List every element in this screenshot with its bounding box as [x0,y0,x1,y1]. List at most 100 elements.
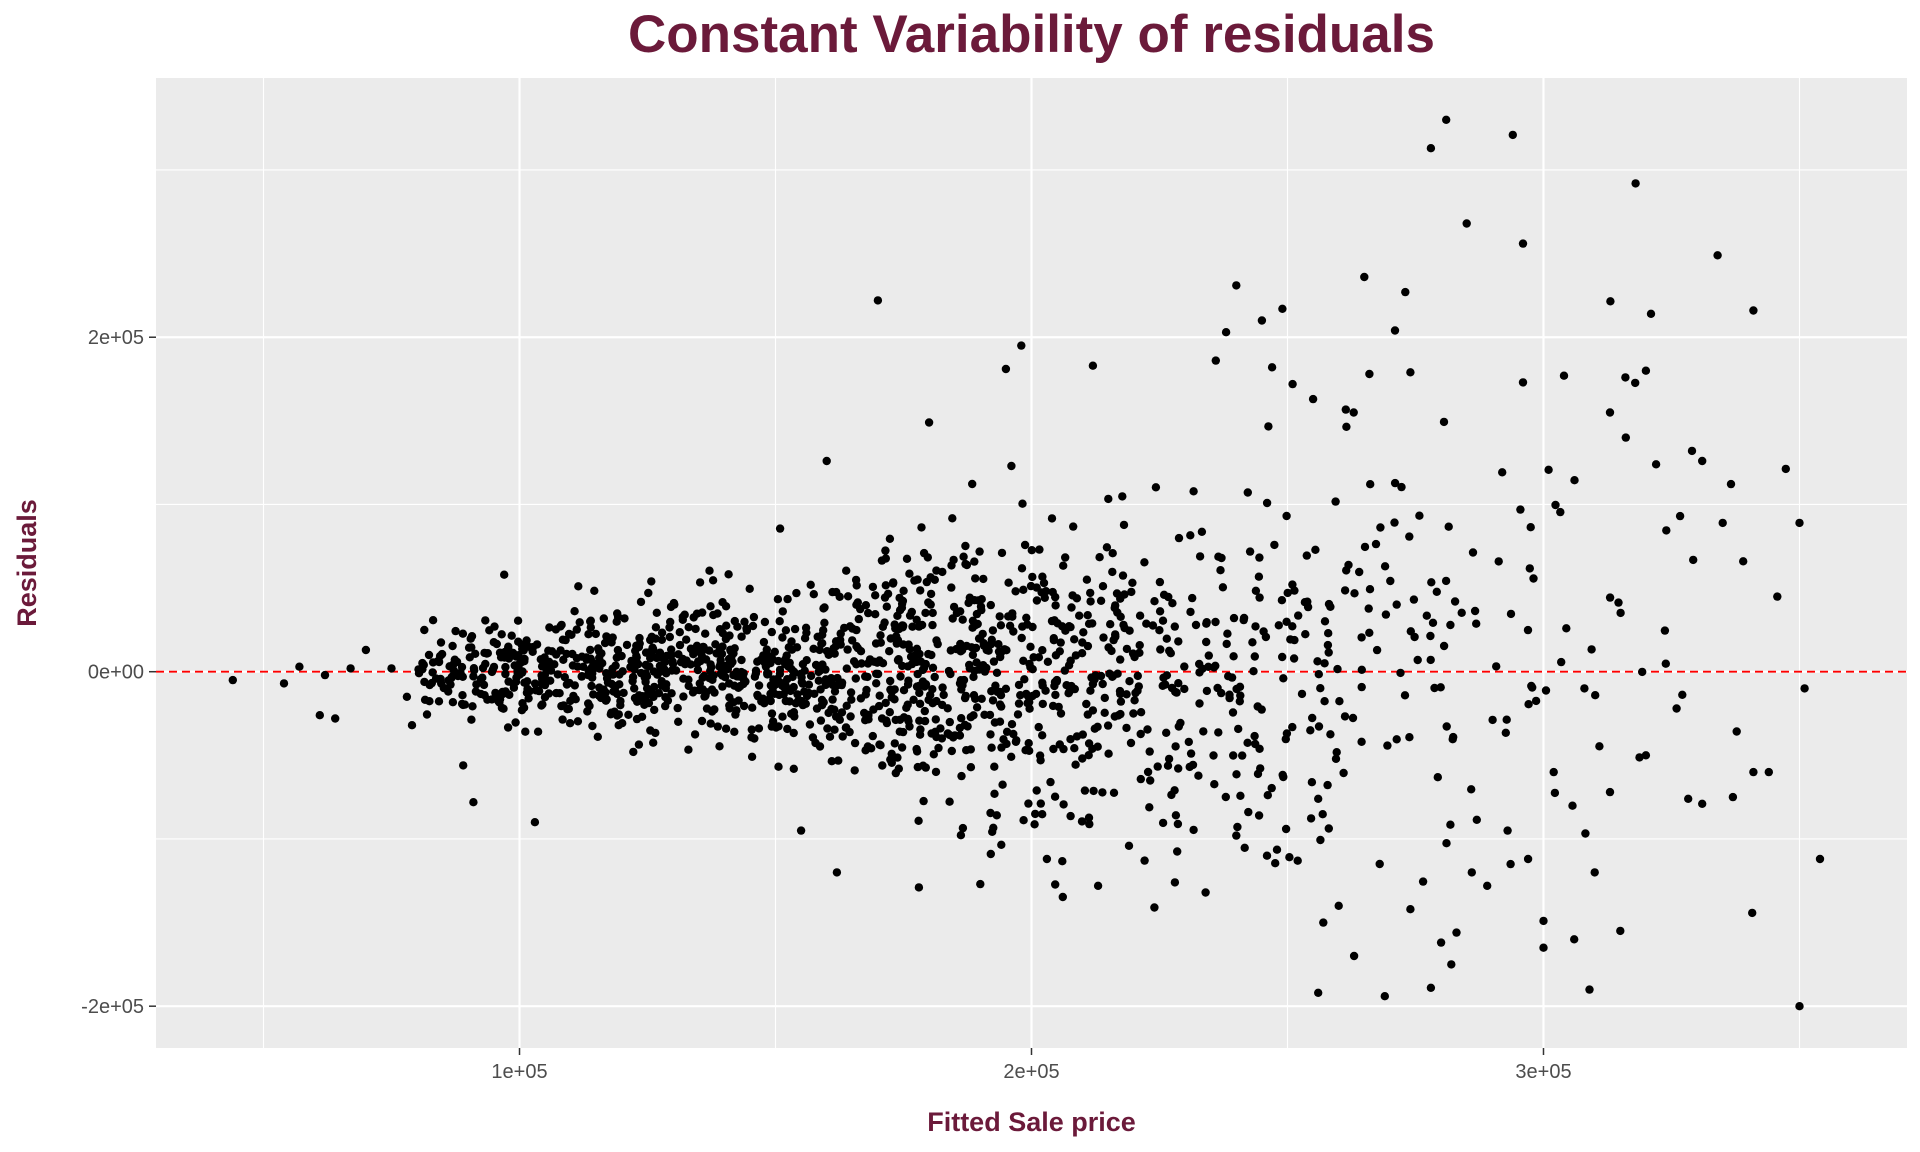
data-point [869,705,878,714]
data-point [1331,497,1340,506]
data-point [881,698,890,708]
data-point [1130,696,1139,705]
data-point [1019,585,1028,594]
data-point [572,625,581,634]
data-point [706,602,715,611]
data-point [909,695,918,704]
data-point [890,695,899,704]
data-point [1019,656,1028,665]
data-point [1483,881,1492,890]
data-point [422,710,432,719]
data-point [1614,598,1623,607]
data-point [600,638,610,648]
data-point [1570,935,1579,944]
data-point [997,548,1007,558]
data-point [987,743,996,752]
data-point [747,725,756,734]
data-point [748,703,757,712]
data-point [965,660,974,670]
data-point [850,738,860,748]
data-point [1186,749,1196,758]
data-point [1104,494,1113,504]
data-point [961,691,970,701]
data-point [1234,724,1243,734]
data-point [1135,648,1144,657]
data-point [553,670,562,679]
data-point [1311,545,1320,554]
data-point [1396,668,1405,678]
data-point [1042,854,1052,864]
data-point [648,647,657,656]
data-point [834,756,843,765]
data-point [722,621,731,630]
data-point [1253,769,1263,779]
data-point [1142,619,1151,628]
data-point [1170,878,1180,887]
data-point [1348,713,1358,723]
data-point [939,690,948,700]
data-point [1549,767,1558,777]
data-point [757,697,766,706]
data-point [1049,744,1058,754]
data-point [1168,599,1177,608]
data-point [673,703,682,713]
data-point [979,641,989,650]
data-point [1341,405,1351,414]
x-tick-label: 3e+05 [1515,1061,1571,1083]
data-point [945,717,954,727]
data-point [846,712,855,721]
data-point [1235,682,1245,691]
data-point [624,710,633,719]
data-point [1143,767,1153,777]
data-point [1136,774,1146,784]
data-point [943,729,952,738]
data-point [774,656,783,666]
data-point [1271,859,1280,868]
data-point [775,617,784,626]
data-point [1162,634,1172,643]
data-point [1488,715,1497,725]
data-point [988,696,998,705]
data-point [905,611,915,620]
data-point [915,716,924,725]
data-point [602,674,612,683]
data-point [1524,700,1533,709]
data-point [718,642,727,651]
data-point [1426,631,1435,641]
data-point [926,589,936,599]
data-point [1360,542,1370,552]
data-point [641,677,650,687]
data-point [837,708,847,717]
data-point [1406,627,1416,636]
data-point [1051,592,1060,602]
data-point [511,718,520,727]
data-point [1570,476,1579,485]
data-point [1392,735,1401,744]
data-point [646,726,655,735]
data-point [905,569,914,578]
data-point [876,741,885,750]
data-point [607,679,616,689]
data-point [697,716,707,726]
data-point [897,599,907,608]
data-point [666,602,676,612]
data-point [966,763,976,772]
data-point [1146,776,1155,785]
data-point [1392,600,1401,609]
data-point [1195,659,1204,669]
data-point [1282,511,1291,521]
data-point [865,655,875,664]
data-point [848,636,857,645]
data-point [661,701,670,711]
data-point [1038,731,1047,740]
data-point [665,632,674,642]
data-point [931,767,941,777]
data-point [1621,433,1631,442]
data-point [1616,608,1625,618]
data-point [563,705,572,714]
data-point [665,623,674,632]
data-point [882,602,891,611]
data-point [1155,607,1165,616]
data-point [1171,811,1181,820]
data-point [986,849,995,859]
